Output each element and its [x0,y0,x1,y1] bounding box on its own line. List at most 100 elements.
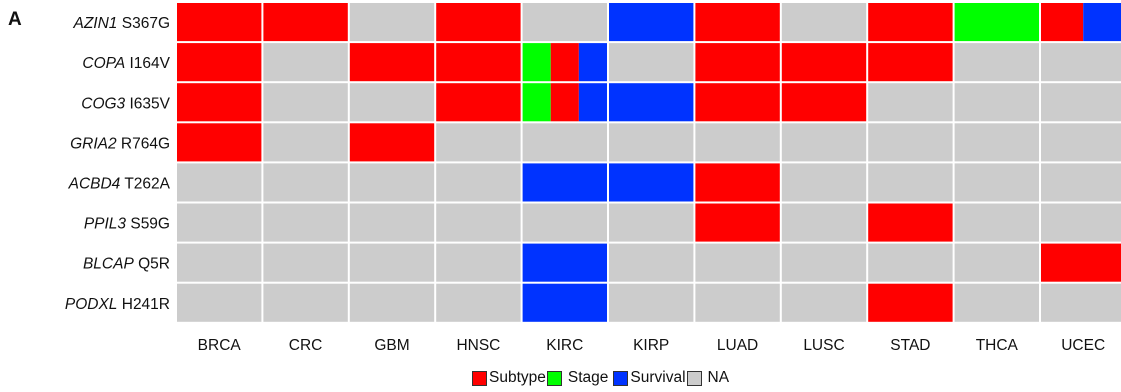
heatmap-cell-na [609,203,694,242]
heatmap-cell-subtype [695,203,780,242]
column-label: THCA [976,337,1019,354]
heatmap-cell-survival [522,283,607,322]
heatmap-cell-survival [578,83,607,122]
heatmap-cell-na [177,203,262,242]
row-label: GRIA2 R764G [70,135,170,152]
heatmap-cell-subtype [1041,3,1084,42]
heatmap-cell-survival [609,3,694,42]
heatmap-cell-na [522,203,607,242]
heatmap-cell-subtype [868,43,953,82]
heatmap-cell-subtype [263,3,348,42]
heatmap-cell-na [349,283,435,322]
legend-label: Stage [567,369,609,386]
heatmap-cell-subtype [695,3,780,42]
heatmap-cell-subtype [695,43,780,82]
heatmap-cell-na [1041,43,1121,82]
heatmap-cell-na [781,123,867,162]
heatmap-cell-subtype [177,123,262,162]
legend-item-na: NA [686,369,735,387]
mutation-name: I164V [125,55,170,72]
gene-name: AZIN1 [73,15,118,32]
heatmap-cell-na [609,243,694,282]
heatmap-cell-subtype [550,83,579,122]
heatmap-cell-subtype [177,3,262,42]
heatmap-cell-na [263,203,348,242]
gene-name: GRIA2 [70,135,117,152]
heatmap-cell-na [436,283,521,322]
heatmap-cell-na [263,163,348,202]
legend: Subtype Stage Survival NA [472,369,734,387]
legend-item-subtype: Subtype [472,369,547,387]
row-label: AZIN1 S367G [73,15,171,32]
heatmap-cell-na [349,203,435,242]
heatmap-cell-na [522,123,607,162]
row-label: COPA I164V [82,55,170,72]
heatmap-cell-subtype [436,83,521,122]
heatmap-cell-na [954,243,1039,282]
heatmap-chart: AZIN1 S367G COPA I164V COG3 I635V GRIA2 R76… [65,3,1121,354]
gene-name: PPIL3 [84,216,127,233]
gene-name: COG3 [81,95,125,112]
row-label: PODXL H241R [65,296,170,313]
column-label: UCEC [1061,337,1105,354]
column-label: KIRC [546,337,583,354]
heatmap-cell-subtype [177,83,262,122]
column-label: CRC [289,337,323,354]
heatmap-cell-na [868,123,953,162]
heatmap-cell-na [177,163,262,202]
heatmap-cell-na [1041,203,1121,242]
heatmap-cell-subtype [695,83,780,122]
heatmap-cell-survival [522,243,607,282]
column-label: STAD [890,337,930,354]
heatmap-cell-na [1041,163,1121,202]
heatmap-cell-na [781,3,867,42]
mutation-name: T262A [120,175,170,192]
heatmap-cell-survival [1083,3,1121,42]
mutation-name: S59G [126,216,170,233]
mutation-name: S367G [117,15,170,32]
heatmap-cell-na [263,283,348,322]
heatmap-cell-stage [522,83,551,122]
heatmap-cell-survival [578,43,607,82]
mutation-name: R764G [117,135,170,152]
heatmap-cell-stage [954,3,1039,42]
row-label: BLCAP Q5R [83,256,170,273]
heatmap-cell-na [954,203,1039,242]
heatmap-cell-na [177,283,262,322]
heatmap-cell-subtype [868,203,953,242]
gene-name: ACBD4 [68,175,121,192]
column-label: KIRP [633,337,669,354]
heatmap-cell-na [263,43,348,82]
heatmap-cell-na [263,123,348,162]
column-label: BRCA [198,337,242,354]
legend-item-survival: Survival [613,369,686,387]
heatmap-cell-na [436,203,521,242]
heatmap-cell-na [954,163,1039,202]
mutation-name: Q5R [134,256,170,273]
heatmap-cell-na [1041,123,1121,162]
heatmap-cell-na [695,243,780,282]
heatmap-cell-stage [522,43,551,82]
heatmap-cell-na [349,163,435,202]
heatmap-cell-na [436,163,521,202]
gene-name: BLCAP [83,256,134,273]
legend-swatch [613,370,629,386]
legend-label: NA [707,369,730,386]
heatmap-cell-na [781,163,867,202]
heatmap-cell-subtype [868,283,953,322]
heatmap-cell-na [954,83,1039,122]
column-label: LUAD [717,337,758,354]
heatmap-cell-na [609,123,694,162]
heatmap-cell-na [781,243,867,282]
mutation-name: H241R [117,296,170,313]
heatmap-cell-na [609,43,694,82]
heatmap-cell-na [349,83,435,122]
heatmap-cell-na [868,83,953,122]
heatmap-cell-subtype [436,43,521,82]
heatmap-cell-subtype [177,43,262,82]
row-label: ACBD4 T262A [68,175,171,192]
heatmap-cell-subtype [1041,243,1121,282]
heatmap-cell-na [868,243,953,282]
gene-name: COPA [82,55,125,72]
heatmap-cell-subtype [781,83,867,122]
